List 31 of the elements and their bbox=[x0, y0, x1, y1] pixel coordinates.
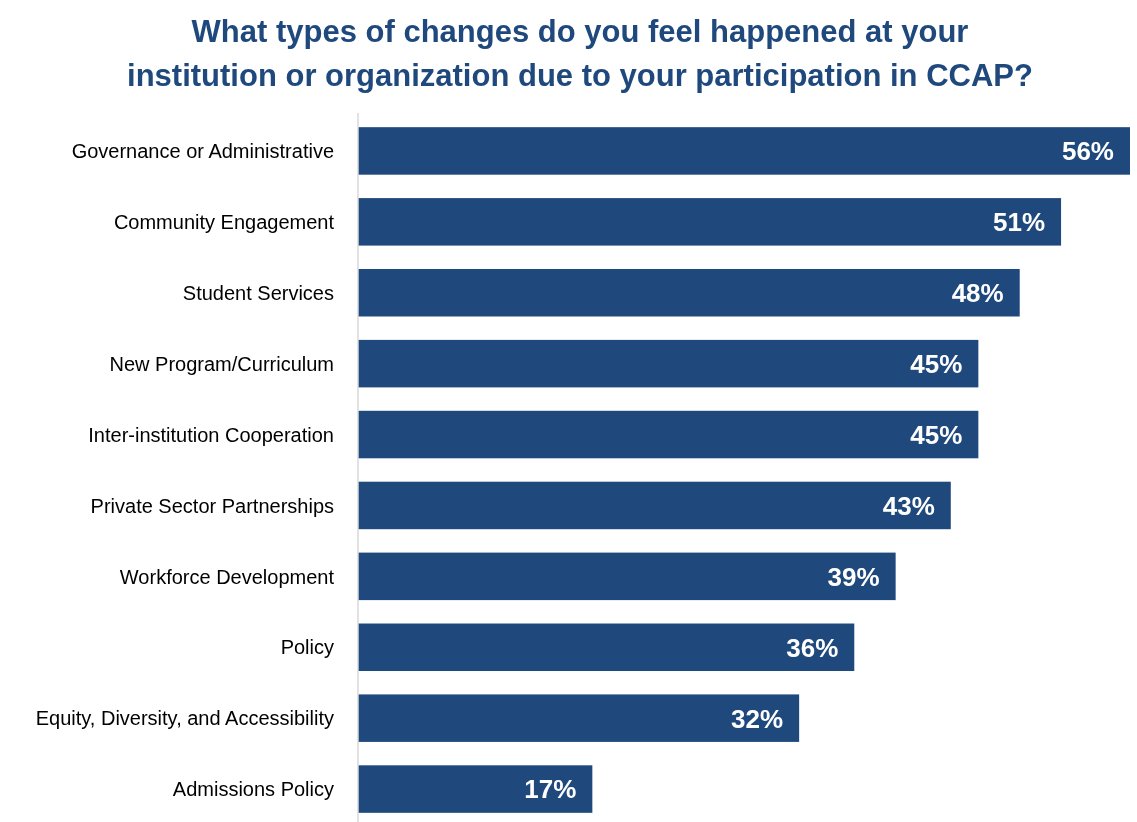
bar bbox=[358, 623, 855, 672]
y-tick-label: Student Services bbox=[182, 281, 334, 304]
data-label: 45% bbox=[910, 419, 963, 450]
bar bbox=[358, 552, 896, 601]
y-tick-label: Policy bbox=[280, 636, 334, 659]
chart-title: What types of changes do you feel happened at your institution or organization due to your participation in CCAP? bbox=[127, 14, 1033, 93]
data-label: 36% bbox=[786, 632, 839, 663]
bar bbox=[358, 127, 1130, 175]
bar bbox=[358, 694, 800, 742]
y-tick-label: Equity, Diversity, and Accessibility bbox=[35, 707, 334, 730]
data-label: 51% bbox=[993, 207, 1046, 238]
bar bbox=[358, 765, 593, 813]
y-tick-label: Governance or Administrative bbox=[71, 140, 334, 163]
y-tick-label: Inter-institution Cooperation bbox=[88, 423, 334, 446]
data-label: 48% bbox=[951, 278, 1004, 309]
bar bbox=[358, 268, 1020, 317]
bar bbox=[358, 198, 1062, 246]
bar bbox=[358, 339, 979, 388]
y-tick-label: Community Engagement bbox=[113, 211, 335, 234]
bar bbox=[358, 481, 951, 530]
data-label: 32% bbox=[731, 703, 784, 734]
bar bbox=[358, 410, 979, 459]
y-tick-label: New Program/Curriculum bbox=[109, 352, 334, 375]
y-tick-label: Admissions Policy bbox=[172, 778, 334, 801]
y-tick-label: Workforce Development bbox=[119, 565, 335, 588]
data-label: 45% bbox=[910, 349, 963, 379]
data-label: 56% bbox=[1061, 136, 1114, 167]
data-label: 43% bbox=[882, 490, 935, 521]
data-label: 17% bbox=[524, 774, 577, 805]
y-tick-label: Private Sector Partnerships bbox=[90, 494, 334, 517]
data-label: 39% bbox=[827, 561, 880, 592]
